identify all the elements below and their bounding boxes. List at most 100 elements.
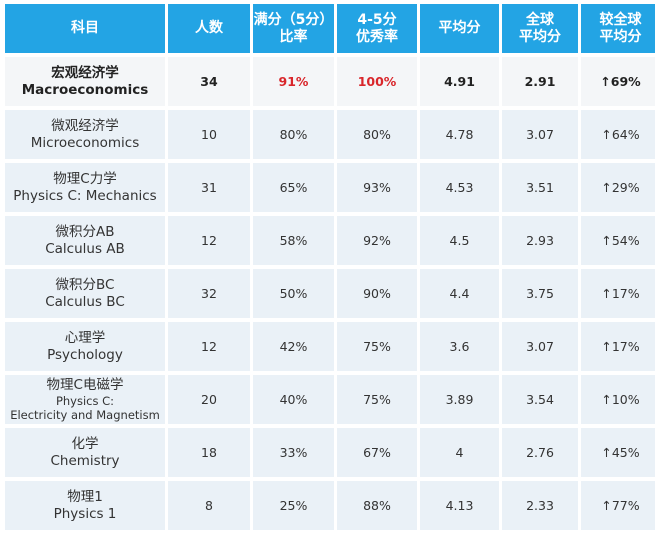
subject-cn: 物理C电磁学 xyxy=(46,376,124,393)
global-avg-value: 3.07 xyxy=(526,338,554,354)
header-count-label: 人数 xyxy=(195,20,223,37)
table-cell-count: 12 xyxy=(168,216,250,265)
subject-en: Chemistry xyxy=(50,452,120,469)
header-full-rate-line1: 满分（5分） xyxy=(253,11,334,28)
count-value: 20 xyxy=(201,391,217,407)
table-cell-excellent-rate: 90% xyxy=(337,269,417,318)
table-cell-avg: 4.78 xyxy=(420,110,499,159)
table-row-subject: 心理学 Psychology xyxy=(5,322,165,371)
table-cell-count: 31 xyxy=(168,163,250,212)
avg-value: 4 xyxy=(455,444,464,460)
table-cell-count: 8 xyxy=(168,481,250,530)
count-value: 12 xyxy=(201,338,217,354)
table-cell-full-rate: 58% xyxy=(253,216,334,265)
header-count: 人数 xyxy=(168,4,250,53)
subject-cn: 心理学 xyxy=(64,329,106,346)
vs-global-value: ↑29% xyxy=(601,179,640,195)
avg-value: 4.78 xyxy=(445,126,474,142)
table-cell-avg: 4.4 xyxy=(420,269,499,318)
table-cell-full-rate: 40% xyxy=(253,375,334,424)
avg-value: 4.4 xyxy=(449,285,470,301)
excellent-rate-value: 67% xyxy=(363,444,391,460)
full-rate-value: 91% xyxy=(278,73,309,89)
table-cell-global-avg: 3.07 xyxy=(502,322,578,371)
vs-global-value: ↑17% xyxy=(601,285,640,301)
table-cell-excellent-rate: 75% xyxy=(337,375,417,424)
table-cell-full-rate: 25% xyxy=(253,481,334,530)
avg-value: 3.89 xyxy=(445,391,474,407)
table-row-subject: 物理C力学 Physics C: Mechanics xyxy=(5,163,165,212)
header-avg-label: 平均分 xyxy=(438,20,481,37)
table-cell-count: 20 xyxy=(168,375,250,424)
table-cell-global-avg: 3.51 xyxy=(502,163,578,212)
avg-value: 4.13 xyxy=(445,497,474,513)
subject-cn: 微观经济学 xyxy=(51,117,119,134)
count-value: 34 xyxy=(200,73,218,89)
header-excellent-rate-line2: 优秀率 xyxy=(356,28,398,45)
full-rate-value: 50% xyxy=(279,285,308,301)
header-vs-global-line1: 较全球 xyxy=(599,11,642,28)
full-rate-value: 42% xyxy=(279,338,308,354)
full-rate-value: 80% xyxy=(279,126,308,142)
global-avg-value: 3.51 xyxy=(526,179,554,195)
table-cell-full-rate: 42% xyxy=(253,322,334,371)
header-excellent-rate-line1: 4-5分 xyxy=(357,11,397,28)
table-cell-global-avg: 2.93 xyxy=(502,216,578,265)
header-subject-label: 科目 xyxy=(71,20,99,37)
header-global-avg-line2: 平均分 xyxy=(519,28,561,45)
table-cell-vs-global: ↑17% xyxy=(581,322,655,371)
table-cell-vs-global: ↑69% xyxy=(581,57,655,106)
subject-en-line2: Electricity and Magnetism xyxy=(10,407,160,422)
vs-global-value: ↑10% xyxy=(601,391,640,407)
avg-value: 4.5 xyxy=(449,232,470,248)
table-cell-excellent-rate: 75% xyxy=(337,322,417,371)
subject-cn: 物理1 xyxy=(67,488,103,505)
subject-cn: 物理C力学 xyxy=(53,170,117,187)
excellent-rate-value: 90% xyxy=(363,285,391,301)
header-vs-global-line2: 平均分 xyxy=(599,28,642,45)
table-cell-excellent-rate: 93% xyxy=(337,163,417,212)
table-cell-avg: 3.89 xyxy=(420,375,499,424)
table-cell-count: 10 xyxy=(168,110,250,159)
subject-en: Calculus BC xyxy=(45,293,125,310)
full-rate-value: 58% xyxy=(279,232,308,248)
table-cell-count: 18 xyxy=(168,428,250,477)
table-cell-vs-global: ↑64% xyxy=(581,110,655,159)
table-cell-excellent-rate: 80% xyxy=(337,110,417,159)
header-full-rate: 满分（5分） 比率 xyxy=(253,4,334,53)
excellent-rate-value: 92% xyxy=(363,232,391,248)
excellent-rate-value: 75% xyxy=(363,338,391,354)
subject-en: Physics C: Mechanics xyxy=(13,187,157,204)
subject-cn: 宏观经济学 xyxy=(51,64,119,81)
table-row-subject: 物理1 Physics 1 xyxy=(5,481,165,530)
table-cell-avg: 3.6 xyxy=(420,322,499,371)
header-avg: 平均分 xyxy=(420,4,499,53)
excellent-rate-value: 75% xyxy=(363,391,391,407)
excellent-rate-value: 93% xyxy=(363,179,391,195)
table-cell-full-rate: 91% xyxy=(253,57,334,106)
subject-cn: 微积分AB xyxy=(55,223,115,240)
vs-global-value: ↑64% xyxy=(601,126,640,142)
full-rate-value: 40% xyxy=(279,391,308,407)
subject-en: Calculus AB xyxy=(45,240,125,257)
table-cell-vs-global: ↑17% xyxy=(581,269,655,318)
global-avg-value: 2.91 xyxy=(524,73,556,89)
global-avg-value: 3.07 xyxy=(526,126,554,142)
table-cell-avg: 4.5 xyxy=(420,216,499,265)
table-cell-excellent-rate: 100% xyxy=(337,57,417,106)
subject-cn: 微积分BC xyxy=(55,276,115,293)
table-row-subject: 微积分BC Calculus BC xyxy=(5,269,165,318)
table-cell-excellent-rate: 92% xyxy=(337,216,417,265)
table-cell-global-avg: 3.75 xyxy=(502,269,578,318)
header-excellent-rate: 4-5分 优秀率 xyxy=(337,4,417,53)
table-cell-vs-global: ↑54% xyxy=(581,216,655,265)
table-row-subject: 微观经济学 Microeconomics xyxy=(5,110,165,159)
vs-global-value: ↑77% xyxy=(601,497,640,513)
count-value: 31 xyxy=(201,179,217,195)
vs-global-value: ↑69% xyxy=(600,73,641,89)
table-cell-vs-global: ↑10% xyxy=(581,375,655,424)
subject-cn: 化学 xyxy=(71,435,99,452)
excellent-rate-value: 88% xyxy=(363,497,391,513)
count-value: 10 xyxy=(201,126,217,142)
